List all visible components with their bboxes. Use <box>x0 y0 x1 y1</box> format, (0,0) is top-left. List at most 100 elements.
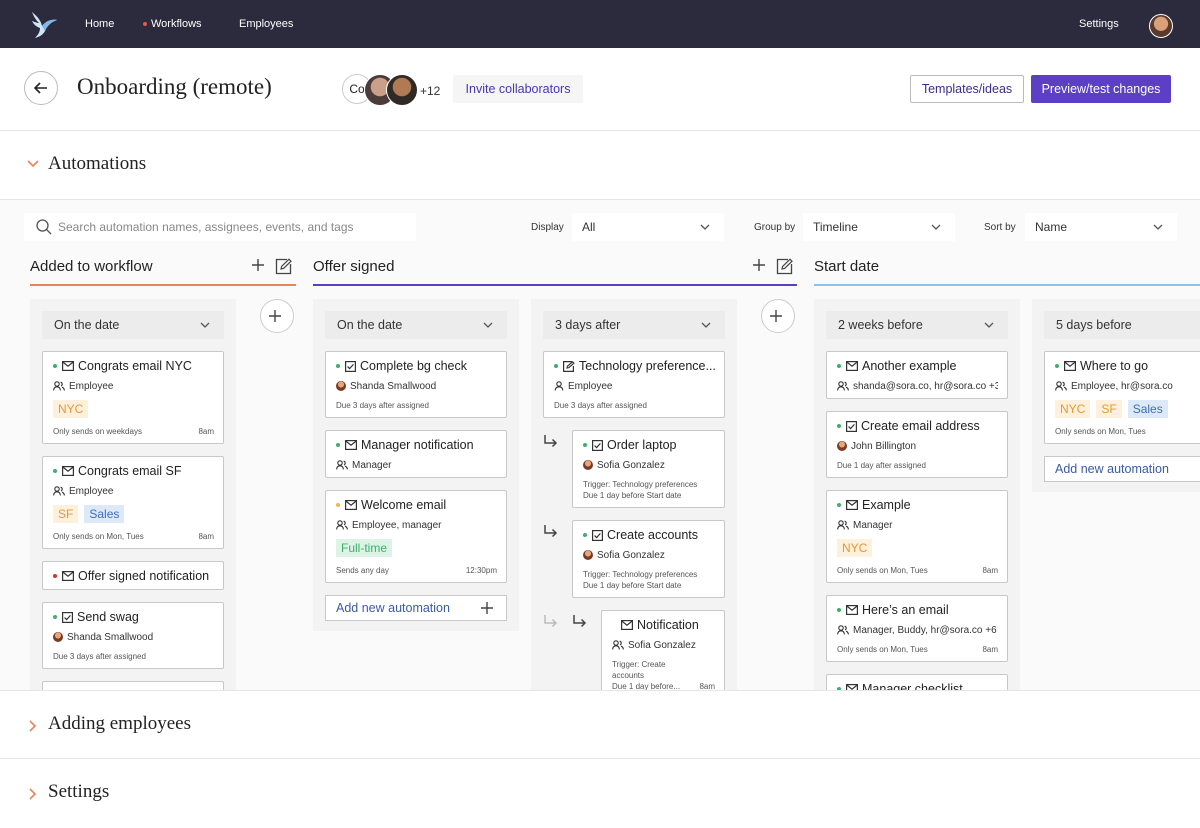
card-footer: Due 3 days after assigned <box>53 651 214 662</box>
search-icon <box>36 219 52 235</box>
more-collaborators[interactable]: +12 <box>420 84 441 98</box>
timing-select[interactable]: On the date <box>325 311 507 339</box>
card-title-row: Offer signed notification <box>53 569 214 583</box>
automation-card[interactable]: Order laptop Sofia Gonzalez Trigger: Techn… <box>572 430 725 508</box>
card-notes: Only sends on Mon, Tues <box>837 565 928 576</box>
add-automation[interactable] <box>752 258 766 275</box>
automation-card[interactable]: Send swag Shanda Smallwood Due 3 days afte… <box>42 602 224 669</box>
assignee-row: Manager, Buddy, hr@sora.co +6 <box>837 624 998 636</box>
chevron <box>984 322 994 328</box>
automation-card[interactable]: Create accounts Sofia Gonzalez Trigger: Te… <box>572 520 725 598</box>
add-automation-button[interactable]: Add new automation <box>325 595 507 621</box>
automation-card[interactable]: Welcome survey <box>42 681 224 690</box>
automation-card[interactable]: Notification Sofia Gonzalez Trigger: Creat… <box>601 610 725 690</box>
email-icon-svg <box>846 684 858 690</box>
assignee-row: Sofia Gonzalez <box>612 639 715 651</box>
filter-select[interactable]: Name <box>1025 213 1177 241</box>
automation-card[interactable]: Where to go Employee, hr@sora.co NYC SF Sale… <box>1044 351 1200 444</box>
assignee-avatar <box>583 460 593 470</box>
automations-header[interactable]: Automations <box>0 131 1200 200</box>
automation-card[interactable]: Manager checklist <box>826 674 1008 690</box>
automation-card[interactable]: Congrats email NYC Employee NYC Only sends … <box>42 351 224 444</box>
filter-select[interactable]: All <box>572 213 724 241</box>
chevron-svg <box>931 224 941 230</box>
email-icon <box>846 605 858 615</box>
nav-item[interactable]: Workflows <box>143 18 202 30</box>
status-dot <box>336 443 340 447</box>
card-footer: Trigger: Technology preferences Due 1 day… <box>583 479 715 501</box>
automation-card[interactable]: Technology preference... Employee Due 3 da… <box>543 351 725 418</box>
assignee: Sofia Gonzalez <box>628 639 696 651</box>
edit-group[interactable] <box>776 257 793 275</box>
assignee: Manager, Buddy, hr@sora.co +6 <box>853 624 997 636</box>
chevron-svg <box>483 322 493 328</box>
user-avatar[interactable] <box>1149 14 1173 38</box>
chevron-svg <box>701 322 711 328</box>
email-icon <box>345 500 357 510</box>
assignee-icon <box>1055 381 1067 391</box>
timing-select[interactable]: 5 days before <box>1044 311 1200 339</box>
nav-item[interactable]: Home <box>85 18 115 30</box>
automation-card[interactable]: Welcome email Employee, manager Full-time S… <box>325 490 507 583</box>
add-automation-button[interactable]: Add new automation <box>1044 456 1200 482</box>
card-note: Only sends on weekdays <box>53 427 142 436</box>
followup-row: Create accounts Sofia Gonzalez Trigger: Te… <box>543 520 725 598</box>
add-automation-svg <box>252 258 264 271</box>
invite-button[interactable]: Invite collaborators <box>453 75 583 103</box>
email-icon-svg <box>345 500 357 510</box>
assignee: Employee <box>69 485 114 497</box>
automation-card[interactable]: Offer signed notification <box>42 561 224 590</box>
filter-select[interactable]: Timeline <box>803 213 955 241</box>
back-arrow <box>34 82 47 94</box>
nav-settings[interactable]: Settings <box>1079 18 1119 30</box>
column: On the date Congrats email NYC Employee NYC… <box>30 299 236 690</box>
send-time: 8am <box>699 682 715 690</box>
section-title: Settings <box>48 781 110 802</box>
collapsed-section[interactable]: Adding employees <box>0 690 1200 759</box>
card-title: Manager checklist <box>862 682 963 690</box>
automation-card[interactable]: Complete bg check Shanda Smallwood Due 3 d… <box>325 351 507 418</box>
automation-card[interactable]: Congrats email SF Employee SF Sales Only sen… <box>42 456 224 549</box>
edit-group[interactable] <box>275 257 292 275</box>
search-box[interactable]: Search automation names, assignees, even… <box>24 213 416 241</box>
card-notes: Sends any day <box>336 565 389 576</box>
assignee-avatar <box>583 550 593 560</box>
status-dot <box>837 424 841 428</box>
add-automation[interactable] <box>251 258 265 275</box>
automation-card[interactable]: Another example shanda@sora.co, hr@sora.c… <box>826 351 1008 399</box>
automation-card[interactable]: Create email address John Billington Due 1… <box>826 411 1008 478</box>
automation-card[interactable]: Here’s an email Manager, Buddy, hr@sora.c… <box>826 595 1008 662</box>
card-title: Congrats email NYC <box>78 359 192 373</box>
collaborator-avatar[interactable] <box>386 74 418 106</box>
back-button[interactable] <box>24 71 58 105</box>
status-dot <box>837 364 841 368</box>
filter-label: Group by <box>754 222 796 233</box>
workflow-title: Onboarding (remote) <box>77 74 272 99</box>
plus-icon-svg <box>269 310 281 322</box>
group-columns: On the date Complete bg check Shanda Small… <box>313 299 797 690</box>
timing-select[interactable]: On the date <box>42 311 224 339</box>
task-icon-svg <box>62 611 73 623</box>
card-title: Send swag <box>77 610 139 624</box>
group-actions <box>752 257 797 275</box>
nav-item[interactable]: Employees <box>239 18 294 30</box>
group-columns: 2 weeks before Another example shanda@sora… <box>814 299 1200 690</box>
email-icon <box>846 500 858 510</box>
assignee-row: John Billington <box>837 440 998 452</box>
add-column-button[interactable] <box>761 299 795 333</box>
collapsed-section[interactable]: Settings <box>0 758 1200 828</box>
card-title-row: Example <box>837 498 998 512</box>
timing-select[interactable]: 2 weeks before <box>826 311 1008 339</box>
automation-card[interactable]: Manager notification Manager <box>325 430 507 478</box>
preview-button[interactable]: Preview/test changes <box>1031 75 1171 103</box>
add-column-button[interactable] <box>260 299 294 333</box>
filter-value: Timeline <box>813 220 858 234</box>
timing-select[interactable]: 3 days after <box>543 311 725 339</box>
templates-button[interactable]: Templates/ideas <box>910 75 1024 103</box>
edit-group-svg <box>776 257 793 274</box>
tag: SF <box>1096 400 1122 418</box>
section-title: Automations <box>48 153 147 174</box>
assignee-row: Manager <box>336 459 497 471</box>
automation-card[interactable]: Example Manager NYC Only sends on Mon, Tues… <box>826 490 1008 583</box>
logo[interactable] <box>28 9 58 39</box>
